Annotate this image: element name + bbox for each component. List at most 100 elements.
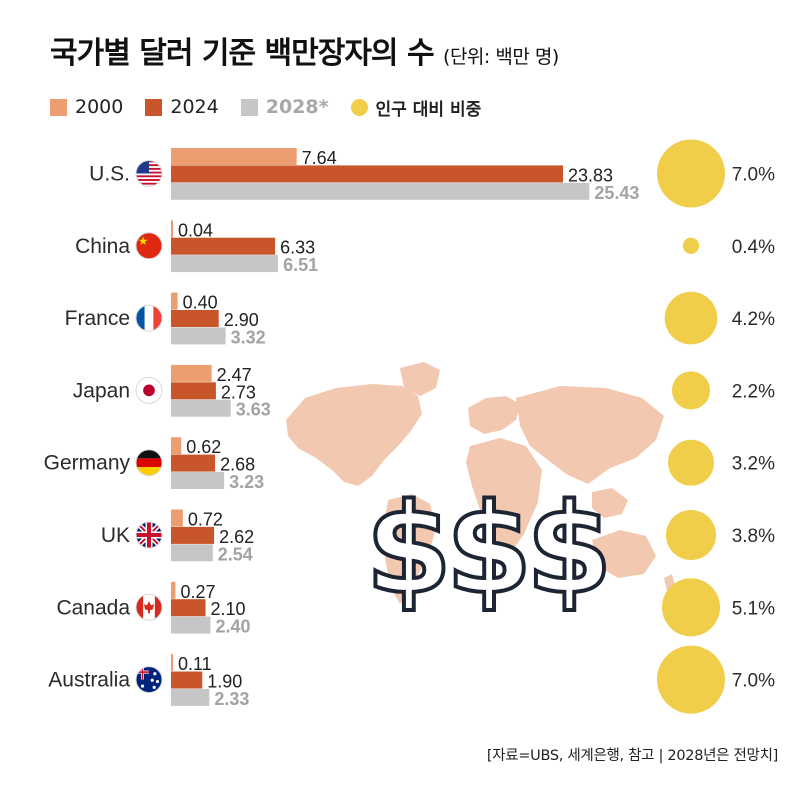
population-bubble-australia (657, 645, 725, 714)
flag-cross-red (147, 522, 151, 548)
flag-australia-icon (136, 666, 162, 693)
map-asia (516, 386, 664, 484)
bar-2024-canada (171, 599, 206, 617)
bar-2028-germany (171, 472, 225, 489)
map-africa (466, 438, 542, 560)
population-label-u-s: 7.0% (732, 165, 775, 186)
population-label-china: 0.4% (732, 237, 775, 258)
value-label-2028-uk: 2.54 (218, 544, 253, 564)
bar-2024-uk (171, 526, 215, 544)
bar-2024-china (171, 237, 276, 255)
legend-item-population: 인구 대비 비중 (350, 95, 481, 120)
category-label-u-s: U.S. (89, 163, 130, 186)
flag-band-black (136, 449, 162, 459)
flag-uk-icon (136, 522, 162, 548)
value-label-2024-china: 6.33 (280, 238, 315, 258)
map-southeast-asia (592, 488, 628, 518)
legend-label-2000: 2000 (75, 96, 124, 118)
value-label-2024-australia: 1.90 (207, 672, 242, 692)
bar-2000-china (171, 220, 173, 238)
bar-2028-uk (171, 544, 213, 562)
flag-star (140, 684, 145, 688)
flag-outline (135, 449, 163, 477)
flag-outline (135, 521, 163, 549)
bar-2028-u-s (171, 182, 590, 200)
value-label-2028-germany: 3.23 (229, 472, 264, 492)
flag-stripe (136, 182, 162, 185)
value-label-2024-u-s: 23.83 (568, 165, 613, 185)
population-bubble-china (682, 237, 700, 254)
value-label-2028-france: 3.32 (231, 327, 266, 347)
value-label-2028-japan: 3.63 (236, 400, 271, 420)
map-europe (468, 396, 520, 434)
legend: 2000 2024 2028* 인구 대비 비중 (50, 92, 481, 122)
bar-2000-germany (171, 437, 182, 455)
population-bubble-u-s (657, 139, 725, 208)
world-map-decoration: $$$ (286, 362, 676, 624)
flag-outline (135, 593, 163, 621)
flag-canada-icon (136, 594, 162, 621)
category-label-uk: UK (101, 524, 130, 547)
flag-band-white (144, 305, 154, 332)
flag-germany-icon (136, 449, 162, 476)
value-label-2000-australia: 0.11 (178, 654, 212, 674)
flag-stripe (136, 175, 162, 178)
chart-title: 국가별 달러 기준 백만장자의 수 (단위: 백만 명) (50, 28, 559, 72)
value-label-2000-germany: 0.62 (186, 437, 221, 457)
population-bubble-france (664, 291, 718, 345)
legend-swatch-2024 (145, 98, 163, 116)
population-label-germany: 3.2% (732, 454, 775, 475)
population-label-canada: 5.1% (732, 598, 775, 619)
flag-stripe (136, 179, 162, 181)
value-label-2024-canada: 2.10 (211, 599, 246, 619)
bar-2000-australia (171, 654, 173, 672)
population-bubble-japan (671, 371, 711, 410)
value-label-2000-canada: 0.27 (180, 582, 215, 602)
category-label-germany: Germany (44, 452, 131, 475)
flag-star (153, 672, 157, 676)
bar-2000-uk (171, 509, 183, 527)
bar-2024-germany (171, 454, 216, 472)
value-label-2000-china: 0.04 (178, 220, 213, 240)
category-label-australia: Australia (48, 669, 130, 692)
population-label-uk: 3.8% (732, 526, 775, 547)
legend-item-2000: 2000 (50, 96, 123, 118)
flag-band-left (136, 594, 144, 621)
population-label-australia: 7.0% (732, 671, 775, 692)
flag-china-icon: ★ (136, 232, 162, 259)
flag-france-icon (136, 305, 162, 332)
flag-jack-red (141, 666, 144, 680)
map-north-america (286, 384, 422, 486)
value-label-2024-france: 2.90 (224, 310, 259, 330)
value-label-2000-japan: 2.47 (217, 365, 252, 385)
flag-japan-icon (136, 377, 162, 404)
bar-2024-france (171, 310, 219, 327)
flag-star (150, 678, 154, 682)
value-label-2028-australia: 2.33 (214, 689, 249, 709)
flag-outline (135, 232, 163, 260)
category-label-china: China (75, 235, 130, 258)
flag-outline (135, 376, 163, 404)
category-label-france: France (65, 307, 130, 330)
value-label-2000-uk: 0.72 (188, 510, 223, 530)
flag-field (136, 232, 162, 259)
bar-2024-australia (171, 671, 203, 689)
bar-2000-japan (171, 364, 212, 382)
bar-2028-canada (171, 616, 211, 634)
legend-item-2028: 2028* (240, 96, 329, 118)
legend-label-2028: 2028* (265, 96, 329, 118)
flag-band-red (136, 458, 162, 468)
map-australia (592, 530, 656, 578)
unit-note: (단위: 백만 명) (443, 46, 559, 68)
population-bubble-uk (665, 509, 717, 561)
source-note: [자료=UBS, 세계은행, 참고 | 2028년은 전망치] (486, 748, 778, 764)
population-bubble-canada (661, 578, 721, 637)
bar-2028-france (171, 327, 226, 345)
value-label-2028-canada: 2.40 (215, 617, 250, 637)
flag-band-red (153, 305, 162, 332)
map-south-america (382, 494, 436, 604)
legend-item-2024: 2024 (145, 96, 219, 118)
value-label-2024-uk: 2.62 (219, 527, 254, 547)
flag-band-gold (136, 467, 162, 476)
flag-sun (143, 384, 155, 397)
